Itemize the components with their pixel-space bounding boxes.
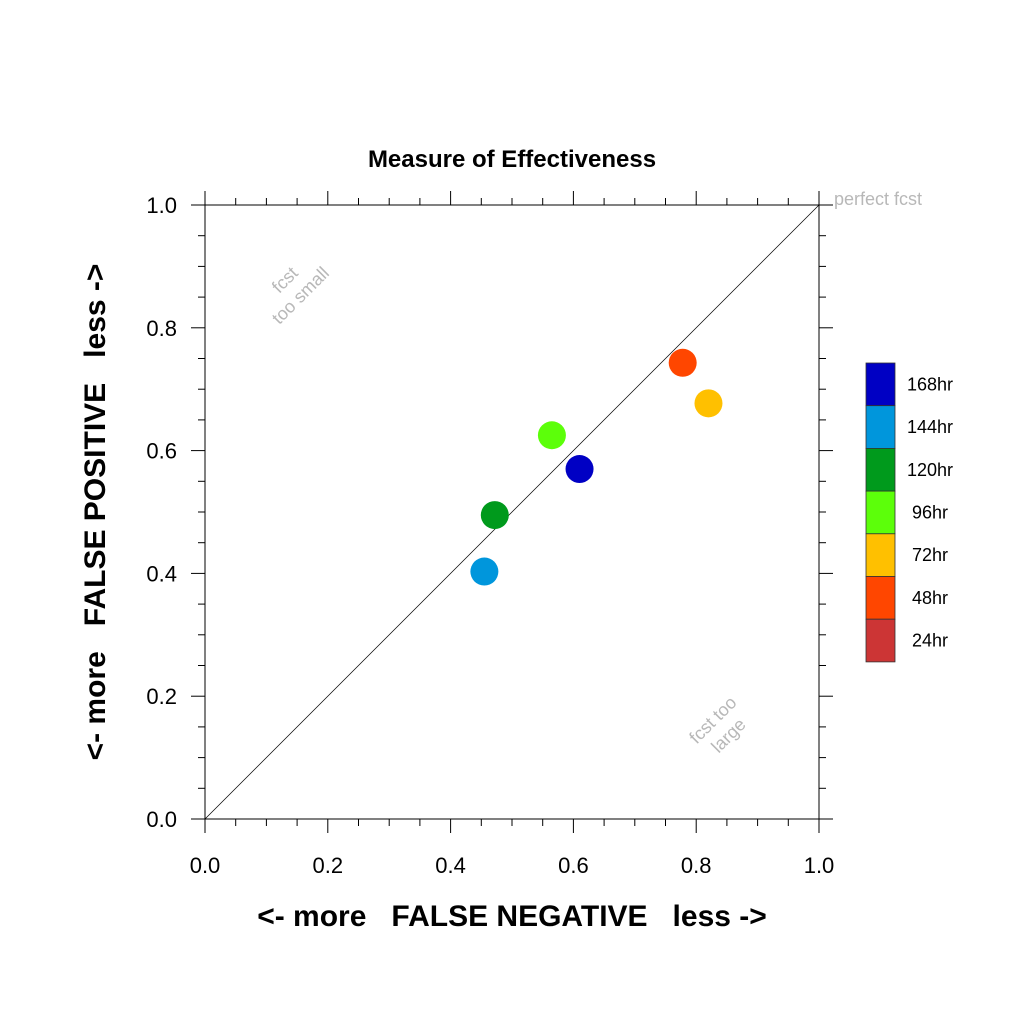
x-tick-label: 0.4 <box>435 853 466 878</box>
legend-swatch-72hr <box>865 533 896 577</box>
plot-frame <box>204 204 820 820</box>
y-tick-label: 0.2 <box>146 684 177 709</box>
legend-swatch-120hr <box>865 447 896 492</box>
point-120hr <box>480 501 509 530</box>
legend-label-72hr: 72hr <box>912 545 948 565</box>
legend-label-120hr: 120hr <box>907 460 953 480</box>
legend-swatch-24hr <box>865 618 896 663</box>
x-tick-label: 0.0 <box>190 853 221 878</box>
y-tick-label: 0.6 <box>146 439 177 464</box>
point-168hr <box>565 455 594 484</box>
legend: 168hr 144hr 120hr 96hr 72hr 48hr 24hr <box>865 362 953 663</box>
x-tick-label: 0.6 <box>558 853 589 878</box>
point-96hr <box>537 421 566 450</box>
point-72hr <box>694 389 723 418</box>
legend-swatch-96hr <box>865 490 896 535</box>
y-axis-title: <- more FALSE POSITIVE less -> <box>79 264 112 761</box>
legend-label-96hr: 96hr <box>912 502 948 522</box>
x-axis-title: <- more FALSE NEGATIVE less -> <box>257 900 767 933</box>
too-large-annotation: fcst too large <box>685 692 749 756</box>
x-tick-label: 1.0 <box>804 853 835 878</box>
x-tick-label: 0.2 <box>313 853 344 878</box>
data-points <box>470 348 723 586</box>
tick-labels: 0.0 0.2 0.4 0.6 0.8 1.0 0.0 0.2 0.4 0.6 0.8 1.0 <box>146 193 834 878</box>
legend-label-24hr: 24hr <box>912 631 948 651</box>
legend-label-48hr: 48hr <box>912 588 948 608</box>
axis-ticks <box>191 191 833 833</box>
perfect-forecast-line <box>204 204 820 820</box>
y-tick-label: 1.0 <box>146 193 177 218</box>
point-48hr <box>668 348 697 377</box>
legend-swatch-48hr <box>865 576 896 620</box>
legend-label-168hr: 168hr <box>907 374 953 394</box>
y-tick-label: 0.4 <box>146 561 177 586</box>
x-tick-label: 0.8 <box>681 853 712 878</box>
y-tick-label: 0.0 <box>146 807 177 832</box>
y-tick-label: 0.8 <box>146 316 177 341</box>
perfect-fcst-annotation: perfect fcst <box>834 189 922 209</box>
legend-swatch-144hr <box>865 405 896 449</box>
legend-swatch-168hr <box>865 362 896 407</box>
too-small-annotation: fcst too small <box>268 263 333 328</box>
legend-label-144hr: 144hr <box>907 417 953 437</box>
point-144hr <box>470 557 499 586</box>
chart-title: Measure of Effectiveness <box>368 146 656 173</box>
